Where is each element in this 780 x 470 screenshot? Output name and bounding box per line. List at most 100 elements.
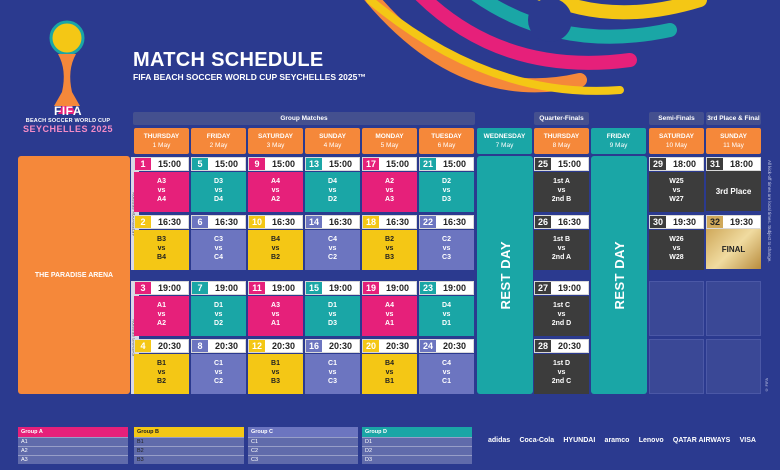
match-card: B3 vs B4 (134, 230, 189, 270)
logo-sub: BEACH SOCCER WORLD CUP (25, 118, 111, 124)
page-subtitle: FIFA BEACH SOCCER WORLD CUP SEYCHELLES 2… (133, 72, 366, 82)
copyright: © FIFA (764, 378, 769, 393)
day-header: SATURDAY 10 May (649, 128, 704, 154)
logo-wordmark: FIFA BEACH SOCCER WORLD CUP SEYCHELLES 2… (8, 104, 128, 134)
sponsor-aramco: aramco (604, 437, 630, 444)
match-card: C1 vs C2 (191, 354, 246, 394)
match-header: 5 15:00 (191, 157, 246, 171)
match-card: D1 vs D3 (305, 296, 360, 336)
empty-slot (706, 339, 761, 394)
match-header: 22 16:30 (419, 215, 474, 229)
match-card: A2 vs A3 (362, 172, 417, 212)
rest-day-wednesday: REST DAY (477, 156, 533, 394)
match-header: 15 19:00 (305, 281, 360, 295)
match-card: C4 vs C2 (305, 230, 360, 270)
day-header: SATURDAY 3 May (248, 128, 303, 154)
group-row: C3 (248, 455, 358, 464)
match-header: 25 15:00 (534, 157, 589, 171)
sponsor-bar: adidas Coca-Cola HYUNDAI aramco Lenovo Q… (488, 437, 756, 444)
group-title: Group B (134, 427, 244, 437)
match-card: W25 vs W27 (649, 172, 704, 212)
group-b-panel: Group B B1 B2 B3 (134, 427, 244, 470)
empty-slot (649, 281, 704, 336)
group-row: B2 (134, 446, 244, 455)
match-header: 18 16:30 (362, 215, 417, 229)
match-header: 19 19:00 (362, 281, 417, 295)
match-header: 28 20:30 (534, 339, 589, 353)
logo-fifa: FIFA (54, 104, 82, 118)
match-header: 16 20:30 (305, 339, 360, 353)
match-card: B4 vs B2 (248, 230, 303, 270)
group-row: C2 (248, 446, 358, 455)
match-header: 17 15:00 (362, 157, 417, 171)
sponsor-qatar-airways: QATAR AIRWAYS (672, 437, 731, 444)
group-title: Group C (248, 427, 358, 437)
match-card: D2 vs D3 (419, 172, 474, 212)
swirl-graphic (364, 0, 707, 95)
rest-day-friday: REST DAY (591, 156, 647, 394)
phase-final: 3rd Place & Final (706, 112, 761, 125)
match-card: C3 vs C4 (191, 230, 246, 270)
day-header: FRIDAY 2 May (191, 128, 246, 154)
group-row: D2 (362, 446, 472, 455)
match-card: B1 vs B2 (134, 354, 189, 394)
match-header: 8 20:30 (191, 339, 246, 353)
match-header: 26 16:30 (534, 215, 589, 229)
match-card: C2 vs C3 (419, 230, 474, 270)
match-card: A4 vs A1 (362, 296, 417, 336)
match-card: A1 vs A2 (134, 296, 189, 336)
match-header: 24 20:30 (419, 339, 474, 353)
group-row: D1 (362, 437, 472, 446)
match-header: 23 19:00 (419, 281, 474, 295)
phase-semi-finals: Semi-Finals (649, 112, 704, 125)
match-header: 27 19:00 (534, 281, 589, 295)
day-header: FRIDAY 9 May (591, 128, 646, 154)
match-card: A3 vs A4 (134, 172, 189, 212)
sponsor-visa: VISA (739, 437, 756, 444)
match-header: 7 19:00 (191, 281, 246, 295)
day-header: SUNDAY 4 May (305, 128, 360, 154)
match-card: D3 vs D4 (191, 172, 246, 212)
match-header: 29 18:00 (649, 157, 704, 171)
match-header: 30 19:30 (649, 215, 704, 229)
page-title: MATCH SCHEDULE (133, 49, 324, 71)
match-card: C4 vs C1 (419, 354, 474, 394)
group-row: A1 (18, 437, 128, 446)
match-header: 9 15:00 (248, 157, 303, 171)
match-header: 32 19:30 (706, 215, 761, 229)
final-card: FINAL (706, 229, 761, 269)
match-card: D1 vs D2 (191, 296, 246, 336)
match-header: 14 16:30 (305, 215, 360, 229)
group-row: D3 (362, 455, 472, 464)
group-a-panel: Group A A1 A2 A3 (18, 427, 128, 470)
group-d-panel: Group D D1 D2 D3 (362, 427, 472, 470)
sponsor-hyundai: HYUNDAI (563, 437, 596, 444)
match-header: 6 16:30 (191, 215, 246, 229)
day-header: THURSDAY 1 May (134, 128, 189, 154)
venue-label: THE PARADISE ARENA (18, 156, 130, 394)
phase-group-matches: Group Matches (133, 112, 475, 125)
group-title: Group D (362, 427, 472, 437)
match-header: 13 15:00 (305, 157, 360, 171)
group-row: B1 (134, 437, 244, 446)
match-card: C1 vs C3 (305, 354, 360, 394)
match-header: 1 15:00 (134, 157, 189, 171)
match-card: B2 vs B3 (362, 230, 417, 270)
day-header: MONDAY 5 May (362, 128, 417, 154)
group-row: C1 (248, 437, 358, 446)
group-row: B3 (134, 455, 244, 464)
match-header: 4 20:30 (134, 339, 189, 353)
empty-slot (706, 281, 761, 336)
match-card: W26 vs W28 (649, 230, 704, 270)
day-header: SUNDAY 11 May (706, 128, 761, 154)
match-card: D4 vs D2 (305, 172, 360, 212)
logo-seychelles: SEYCHELLES 2025 (22, 124, 114, 134)
trophy-logo-icon (49, 20, 85, 114)
match-header: 10 16:30 (248, 215, 303, 229)
group-c-panel: Group C C1 C2 C3 (248, 427, 358, 470)
sponsor-coca-cola: Coca-Cola (519, 437, 555, 444)
group-row: A3 (18, 455, 128, 464)
